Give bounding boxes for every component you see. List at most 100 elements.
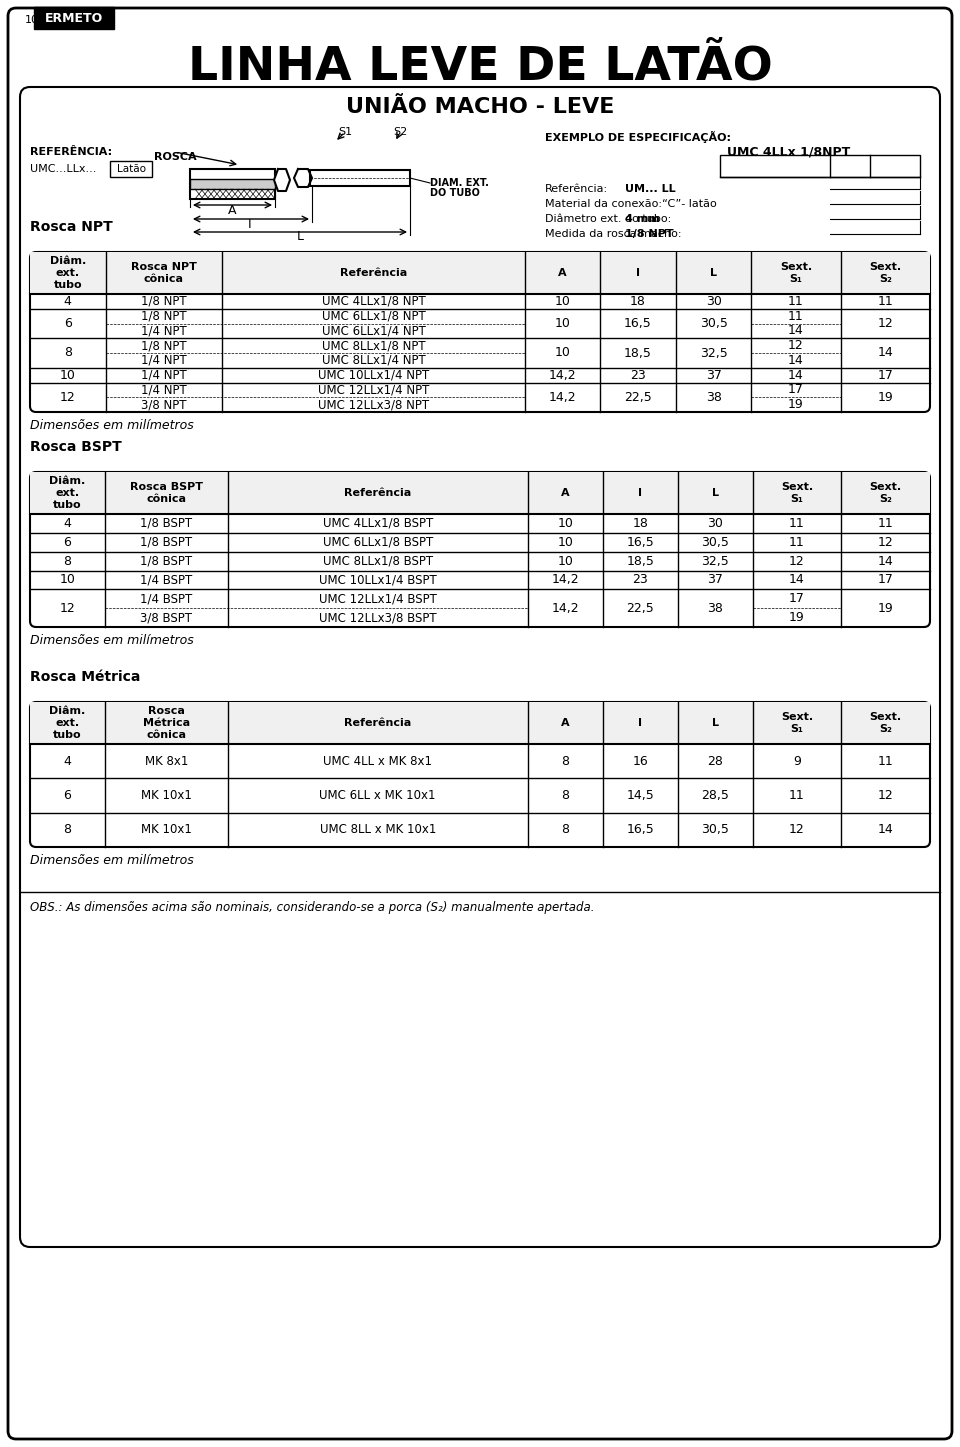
Text: Referência: Referência [344, 718, 411, 728]
Text: Diâm.: Diâm. [50, 256, 85, 266]
Text: Referência: Referência [340, 268, 407, 278]
Text: I: I [636, 268, 640, 278]
Text: 16: 16 [633, 755, 648, 768]
Text: ROSCA: ROSCA [154, 152, 196, 162]
Text: Rosca: Rosca [148, 706, 185, 716]
Bar [34, 7, 114, 29]
Text: 1/8 NPT: 1/8 NPT [141, 295, 187, 308]
Bar [110, 161, 152, 177]
Text: MK 10x1: MK 10x1 [141, 823, 192, 836]
Text: 14,2: 14,2 [548, 391, 576, 404]
Bar [310, 169, 410, 187]
Text: 28,5: 28,5 [702, 789, 730, 802]
Text: ext.: ext. [56, 718, 80, 728]
Text: S₁: S₁ [791, 493, 804, 504]
Text: S2: S2 [393, 127, 407, 137]
Text: UMC 12LLx3/8 BSPT: UMC 12LLx3/8 BSPT [319, 611, 437, 624]
Text: Diâm.: Diâm. [49, 476, 85, 486]
Text: A: A [558, 268, 566, 278]
Text: 1/4 NPT: 1/4 NPT [141, 355, 187, 368]
Text: Sext.: Sext. [781, 482, 813, 492]
Text: Rosca BSPT: Rosca BSPT [130, 482, 203, 492]
Text: L: L [711, 488, 719, 498]
Text: I: I [249, 217, 252, 230]
Text: 11: 11 [788, 310, 804, 323]
Text: 12: 12 [789, 823, 804, 836]
Text: 8: 8 [562, 755, 569, 768]
Text: 32,5: 32,5 [700, 346, 728, 359]
Text: 22,5: 22,5 [624, 391, 652, 404]
Text: 8: 8 [562, 823, 569, 836]
Text: 10: 10 [558, 535, 573, 548]
Text: 10: 10 [60, 573, 76, 586]
Text: Sext.: Sext. [781, 712, 813, 722]
Bar [30, 702, 930, 744]
Text: 8: 8 [562, 789, 569, 802]
Text: REFERÊNCIA:: REFERÊNCIA: [30, 148, 112, 158]
FancyBboxPatch shape [20, 87, 940, 1247]
Text: UMC 10LLx1/4 BSPT: UMC 10LLx1/4 BSPT [319, 573, 437, 586]
Text: 3/8 BSPT: 3/8 BSPT [140, 611, 192, 624]
Text: 1/8 NPT: 1/8 NPT [625, 229, 674, 239]
Text: 4: 4 [64, 295, 72, 308]
Text: 1/4 NPT: 1/4 NPT [141, 369, 187, 382]
FancyBboxPatch shape [30, 702, 930, 846]
Text: 4: 4 [63, 517, 71, 530]
Text: Dimensões em milímetros: Dimensões em milímetros [30, 420, 194, 433]
Text: 14: 14 [788, 355, 804, 368]
Text: DO TUBO: DO TUBO [430, 188, 480, 198]
Text: 10: 10 [555, 295, 570, 308]
Text: 19: 19 [877, 602, 894, 615]
Text: 17: 17 [789, 592, 805, 605]
Text: UMC 10LLx1/4 NPT: UMC 10LLx1/4 NPT [318, 369, 429, 382]
Text: 11: 11 [788, 295, 804, 308]
Text: 17: 17 [877, 369, 894, 382]
Bar [30, 252, 930, 294]
Text: A: A [561, 718, 569, 728]
Text: 8: 8 [63, 823, 71, 836]
Text: Rosca Métrica: Rosca Métrica [30, 670, 140, 684]
Text: UMC 12LLx1/4 BSPT: UMC 12LLx1/4 BSPT [319, 592, 437, 605]
Text: A: A [561, 488, 569, 498]
Text: 1/8 BSPT: 1/8 BSPT [140, 554, 192, 567]
Text: tubo: tubo [54, 281, 83, 289]
Text: I: I [638, 488, 642, 498]
Text: 1/8 NPT: 1/8 NPT [141, 310, 187, 323]
Text: UMC 6LLx1/8 NPT: UMC 6LLx1/8 NPT [322, 310, 425, 323]
Text: 16,5: 16,5 [624, 317, 652, 330]
Text: 37: 37 [708, 573, 723, 586]
Text: 11: 11 [877, 295, 893, 308]
Text: ERMETO: ERMETO [45, 12, 103, 25]
Text: 14: 14 [877, 554, 894, 567]
Text: 22,5: 22,5 [626, 602, 654, 615]
Text: Referência: Referência [344, 488, 411, 498]
Text: UMC 4LLx1/8 BSPT: UMC 4LLx1/8 BSPT [323, 517, 433, 530]
Text: 10: 10 [558, 554, 573, 567]
Text: 17: 17 [877, 573, 894, 586]
Text: 10: 10 [60, 369, 76, 382]
Text: 38: 38 [706, 391, 722, 404]
FancyBboxPatch shape [30, 252, 930, 412]
Text: 1/4 BSPT: 1/4 BSPT [140, 573, 193, 586]
Text: 100: 100 [25, 14, 46, 25]
Text: 4 mm: 4 mm [625, 214, 660, 224]
Text: 12: 12 [60, 602, 76, 615]
Text: OBS.: As dimensões acima são nominais, considerando-se a porca (S₂) manualmente : OBS.: As dimensões acima são nominais, c… [30, 900, 594, 913]
Text: I: I [638, 718, 642, 728]
Text: 19: 19 [789, 611, 804, 624]
Text: tubo: tubo [53, 501, 82, 509]
Text: UMC...LLx...: UMC...LLx... [30, 164, 96, 174]
Text: 1/4 BSPT: 1/4 BSPT [140, 592, 193, 605]
Text: Dimensões em milímetros: Dimensões em milímetros [30, 634, 194, 647]
Text: 28: 28 [708, 755, 723, 768]
Text: LINHA LEVE DE LATÃO: LINHA LEVE DE LATÃO [187, 45, 773, 90]
Text: 30,5: 30,5 [702, 535, 730, 548]
Text: ext.: ext. [56, 488, 80, 498]
Text: 16,5: 16,5 [626, 535, 654, 548]
Text: 1/4 NPT: 1/4 NPT [141, 383, 187, 396]
Text: 12: 12 [788, 339, 804, 352]
Text: UMC 6LLx1/4 NPT: UMC 6LLx1/4 NPT [322, 324, 425, 337]
Text: 1/8 BSPT: 1/8 BSPT [140, 517, 192, 530]
Text: Rosca BSPT: Rosca BSPT [30, 440, 122, 454]
Text: 18,5: 18,5 [626, 554, 654, 567]
